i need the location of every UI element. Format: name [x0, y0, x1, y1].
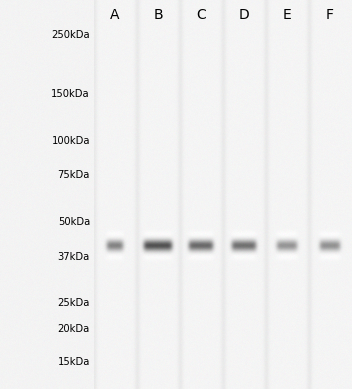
- Text: A: A: [110, 8, 120, 22]
- Text: E: E: [283, 8, 291, 22]
- Text: 150kDa: 150kDa: [51, 89, 90, 99]
- Text: 100kDa: 100kDa: [51, 136, 90, 146]
- Text: 75kDa: 75kDa: [58, 170, 90, 180]
- Text: F: F: [326, 8, 334, 22]
- Text: 15kDa: 15kDa: [58, 357, 90, 367]
- Text: 250kDa: 250kDa: [51, 30, 90, 40]
- Text: 20kDa: 20kDa: [58, 324, 90, 334]
- Text: 50kDa: 50kDa: [58, 217, 90, 227]
- Text: 25kDa: 25kDa: [58, 298, 90, 308]
- Text: C: C: [196, 8, 206, 22]
- Text: B: B: [153, 8, 163, 22]
- Text: D: D: [239, 8, 249, 22]
- Text: 37kDa: 37kDa: [58, 252, 90, 262]
